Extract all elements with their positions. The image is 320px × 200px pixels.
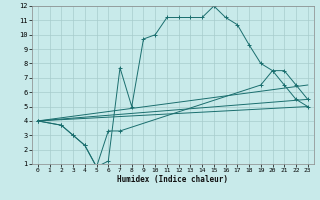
X-axis label: Humidex (Indice chaleur): Humidex (Indice chaleur)	[117, 175, 228, 184]
